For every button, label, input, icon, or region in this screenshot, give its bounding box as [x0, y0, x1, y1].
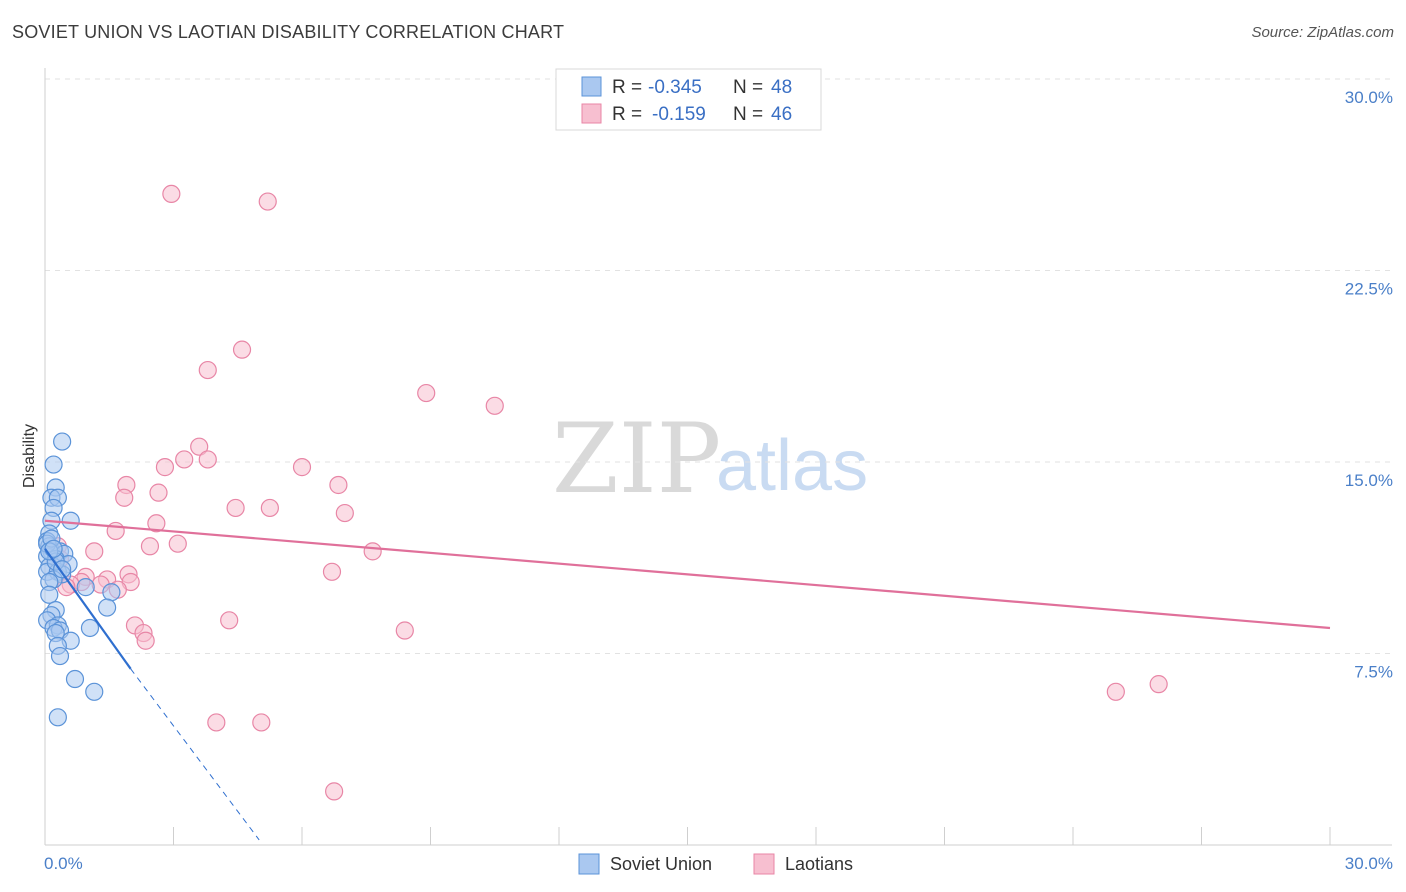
x-tick-label-1: 30.0% [1345, 854, 1393, 873]
laotian-points [48, 184, 1168, 801]
laotian-point-14 [115, 488, 134, 507]
laotian-point-22 [85, 542, 104, 561]
bottom-legend-soviet: Soviet Union [610, 854, 712, 874]
soviet-point-0 [53, 432, 72, 451]
bottom-legend-laotian: Laotians [785, 854, 853, 874]
laotian-trend-line [44, 519, 1331, 630]
laotian-point-3 [198, 360, 217, 380]
grid-lines [45, 78, 1392, 654]
legend-laotian-r-label: R = [612, 104, 642, 125]
legend-laotian-n-label: N = [733, 104, 763, 125]
laotian-point-20 [168, 534, 187, 553]
laotian-point-0 [162, 184, 181, 203]
legend-soviet-r-label: R = [612, 77, 642, 98]
laotian-point-36 [220, 611, 239, 630]
laotian-point-10 [292, 458, 312, 477]
legend-soviet-n-value: 48 [771, 77, 792, 98]
soviet-point-47 [44, 539, 63, 558]
laotian-point-19 [106, 521, 125, 541]
legend-swatch-laotian [581, 103, 602, 124]
watermark-atlas: atlas [716, 426, 868, 506]
soviet-trend-extension [130, 668, 260, 841]
chart-title: SOVIET UNION VS LAOTIAN DISABILITY CORRE… [12, 22, 565, 42]
legend-soviet-n-label: N = [733, 77, 763, 98]
y-tick-label-3: 30.0% [1345, 88, 1393, 107]
laotian-point-44 [252, 713, 271, 732]
watermark-zip: ZIP [552, 403, 721, 515]
bottom-legend-swatch-laotian [753, 853, 775, 875]
laotian-point-15 [226, 498, 245, 518]
y-tick-label-1: 15.0% [1345, 471, 1393, 490]
y-tick-label-0: 7.5% [1354, 663, 1393, 682]
x-tick-labels: 0.0% 30.0% [44, 854, 1393, 873]
bottom-legend: Soviet Union Laotians [578, 853, 853, 875]
laotian-point-7 [175, 450, 194, 469]
legend-swatch-soviet [581, 76, 602, 97]
soviet-trend-line [44, 548, 132, 670]
soviet-point-38 [50, 646, 70, 666]
laotian-point-13 [149, 483, 168, 502]
laotian-point-5 [485, 396, 504, 415]
laotian-point-39 [395, 621, 414, 640]
laotian-point-6 [190, 437, 209, 456]
soviet-point-28 [98, 598, 117, 617]
source-label: Source: ZipAtlas.com [1251, 24, 1394, 41]
legend-laotian-n-value: 46 [771, 104, 792, 125]
soviet-point-39 [65, 669, 85, 689]
laotian-point-40 [136, 631, 155, 650]
y-axis-label: Disability [21, 424, 38, 488]
laotian-point-43 [207, 713, 226, 732]
laotian-point-8 [198, 450, 217, 469]
laotian-point-17 [335, 503, 354, 523]
soviet-points [38, 432, 121, 727]
soviet-point-26 [40, 585, 59, 604]
laotian-point-23 [363, 542, 382, 561]
y-tick-labels: 7.5% 15.0% 22.5% 30.0% [1345, 88, 1393, 682]
soviet-point-24 [76, 578, 95, 597]
laotian-point-42 [1106, 682, 1125, 701]
soviet-point-34 [80, 618, 100, 638]
y-tick-label-2: 22.5% [1345, 280, 1393, 299]
laotian-point-2 [232, 340, 252, 359]
laotian-point-4 [417, 383, 436, 403]
laotian-point-25 [322, 562, 342, 581]
soviet-point-6 [61, 511, 80, 530]
laotian-point-41 [1149, 675, 1168, 694]
laotian-point-18 [147, 514, 166, 533]
laotian-point-16 [260, 498, 279, 518]
soviet-point-41 [48, 708, 67, 727]
x-tick-label-0: 0.0% [44, 854, 83, 873]
trend-lines [44, 519, 1331, 841]
legend-laotian-r-value: -0.159 [652, 104, 706, 125]
legend-soviet-r-value: -0.345 [648, 77, 702, 98]
axes [44, 68, 1392, 846]
soviet-point-40 [85, 682, 104, 701]
laotian-point-9 [155, 458, 175, 477]
bottom-legend-swatch-soviet [578, 853, 600, 875]
laotian-point-1 [258, 192, 277, 211]
soviet-point-25 [102, 583, 121, 602]
soviet-point-1 [44, 455, 63, 474]
laotian-point-21 [140, 537, 160, 556]
laotian-point-12 [329, 475, 348, 495]
laotian-point-45 [325, 782, 344, 801]
legend: R = -0.345 N = 48 R = -0.159 N = 46 [555, 68, 822, 131]
